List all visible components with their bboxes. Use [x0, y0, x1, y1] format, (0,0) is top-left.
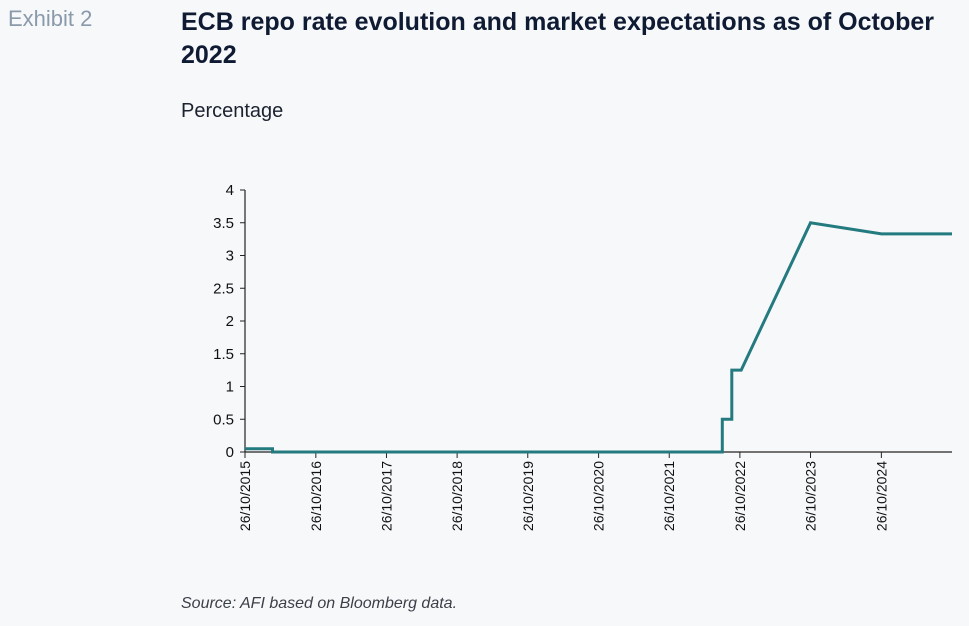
x-tick-label: 26/10/2018 [449, 461, 465, 531]
y-tick-label: 0.5 [213, 411, 234, 428]
y-tick-label: 3.5 [213, 215, 234, 232]
x-tick-label: 26/10/2021 [661, 461, 677, 531]
series-group [245, 221, 952, 454]
exhibit-label: Exhibit 2 [8, 6, 93, 31]
y-tick-label: 1 [226, 379, 234, 396]
x-tick-label: 26/10/2020 [591, 461, 607, 531]
y-axis: 0 0.5 1 1.5 2 2.5 3 3.5 4 [213, 182, 246, 461]
y-tick-label: 0 [226, 444, 234, 461]
source-note: Source: AFI based on Bloomberg data. [181, 595, 458, 612]
x-tick-label: 26/10/2016 [308, 461, 324, 531]
y-tick-label: 2 [226, 313, 234, 330]
y-tick-label: 3 [226, 248, 234, 265]
x-tick-label: 26/10/2024 [873, 461, 889, 531]
repo-rate-line [245, 221, 952, 454]
y-tick-label: 1.5 [213, 346, 234, 363]
y-axis-label: Percentage [181, 100, 284, 122]
x-tick-label: 26/10/2019 [520, 461, 536, 531]
x-tick-label: 26/10/2015 [237, 461, 253, 531]
x-tick-label: 26/10/2023 [803, 461, 819, 531]
chart-title: ECB repo rate evolution and market expec… [181, 8, 934, 69]
y-tick-label: 2.5 [213, 280, 234, 297]
x-tick-label: 26/10/2017 [378, 461, 394, 531]
x-tick-label: 26/10/2022 [732, 461, 748, 531]
x-axis: 26/10/2015 26/10/2016 26/10/2017 26/10/2018… [237, 451, 952, 531]
y-tick-label: 4 [226, 182, 234, 199]
